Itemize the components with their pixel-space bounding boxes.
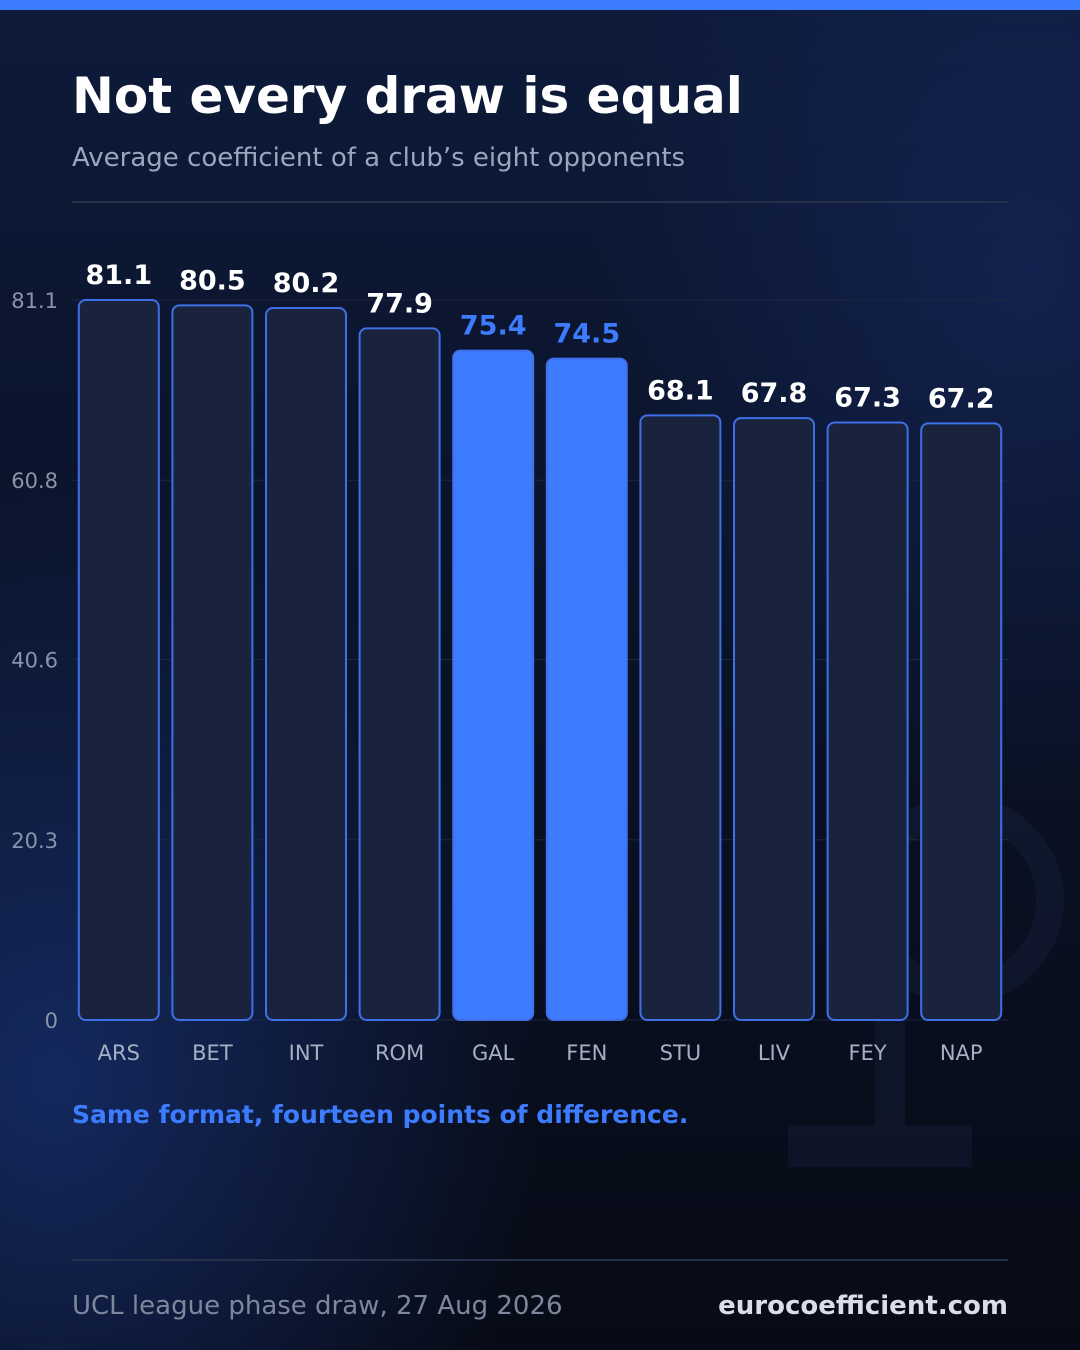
x-tick-label: GAL [472, 1041, 515, 1065]
x-tick-label: BET [192, 1041, 233, 1065]
bar [545, 357, 628, 1022]
y-tick-label: 40.6 [11, 649, 58, 673]
value-label: 80.2 [273, 268, 340, 299]
bar [77, 299, 160, 1021]
footer-note: UCL league phase draw, 27 Aug 2026 [72, 1291, 563, 1321]
x-tick-label: ROM [375, 1041, 424, 1065]
bar [171, 304, 254, 1021]
bar [920, 422, 1003, 1021]
bar [452, 349, 535, 1021]
value-label: 75.4 [460, 311, 527, 342]
value-label: 74.5 [553, 319, 620, 350]
value-label: 67.3 [834, 383, 901, 414]
x-tick-label: NAP [940, 1041, 983, 1065]
bar [826, 421, 909, 1021]
bar [639, 414, 722, 1021]
y-tick-label: 20.3 [11, 829, 58, 853]
value-label: 67.2 [928, 383, 995, 414]
value-label: 68.1 [647, 375, 714, 406]
y-tick-label: 0 [45, 1009, 58, 1033]
x-tick-label: FEY [849, 1041, 887, 1065]
value-label: 81.1 [85, 260, 152, 291]
bar [358, 327, 441, 1021]
bar [733, 417, 815, 1021]
top-accent [0, 0, 1080, 10]
x-tick-label: ARS [98, 1041, 140, 1065]
y-tick-label: 60.8 [11, 469, 58, 493]
bar [265, 306, 347, 1022]
value-label: 80.5 [179, 265, 246, 296]
x-tick-label: FEN [566, 1041, 607, 1065]
y-tick-label: 81.1 [11, 289, 58, 313]
footer-brand: eurocoefficient.com [718, 1291, 1008, 1321]
x-tick-label: STU [660, 1041, 702, 1065]
x-tick-label: LIV [758, 1041, 791, 1065]
x-tick-label: INT [289, 1041, 324, 1065]
chart-title: Not every draw is equal [72, 67, 743, 125]
value-label: 67.8 [741, 378, 808, 409]
value-label: 77.9 [366, 288, 433, 319]
chart-subtitle: Average coefficient of a club’s eight op… [72, 143, 685, 173]
annotation: Same format, fourteen points of differen… [72, 1100, 688, 1129]
